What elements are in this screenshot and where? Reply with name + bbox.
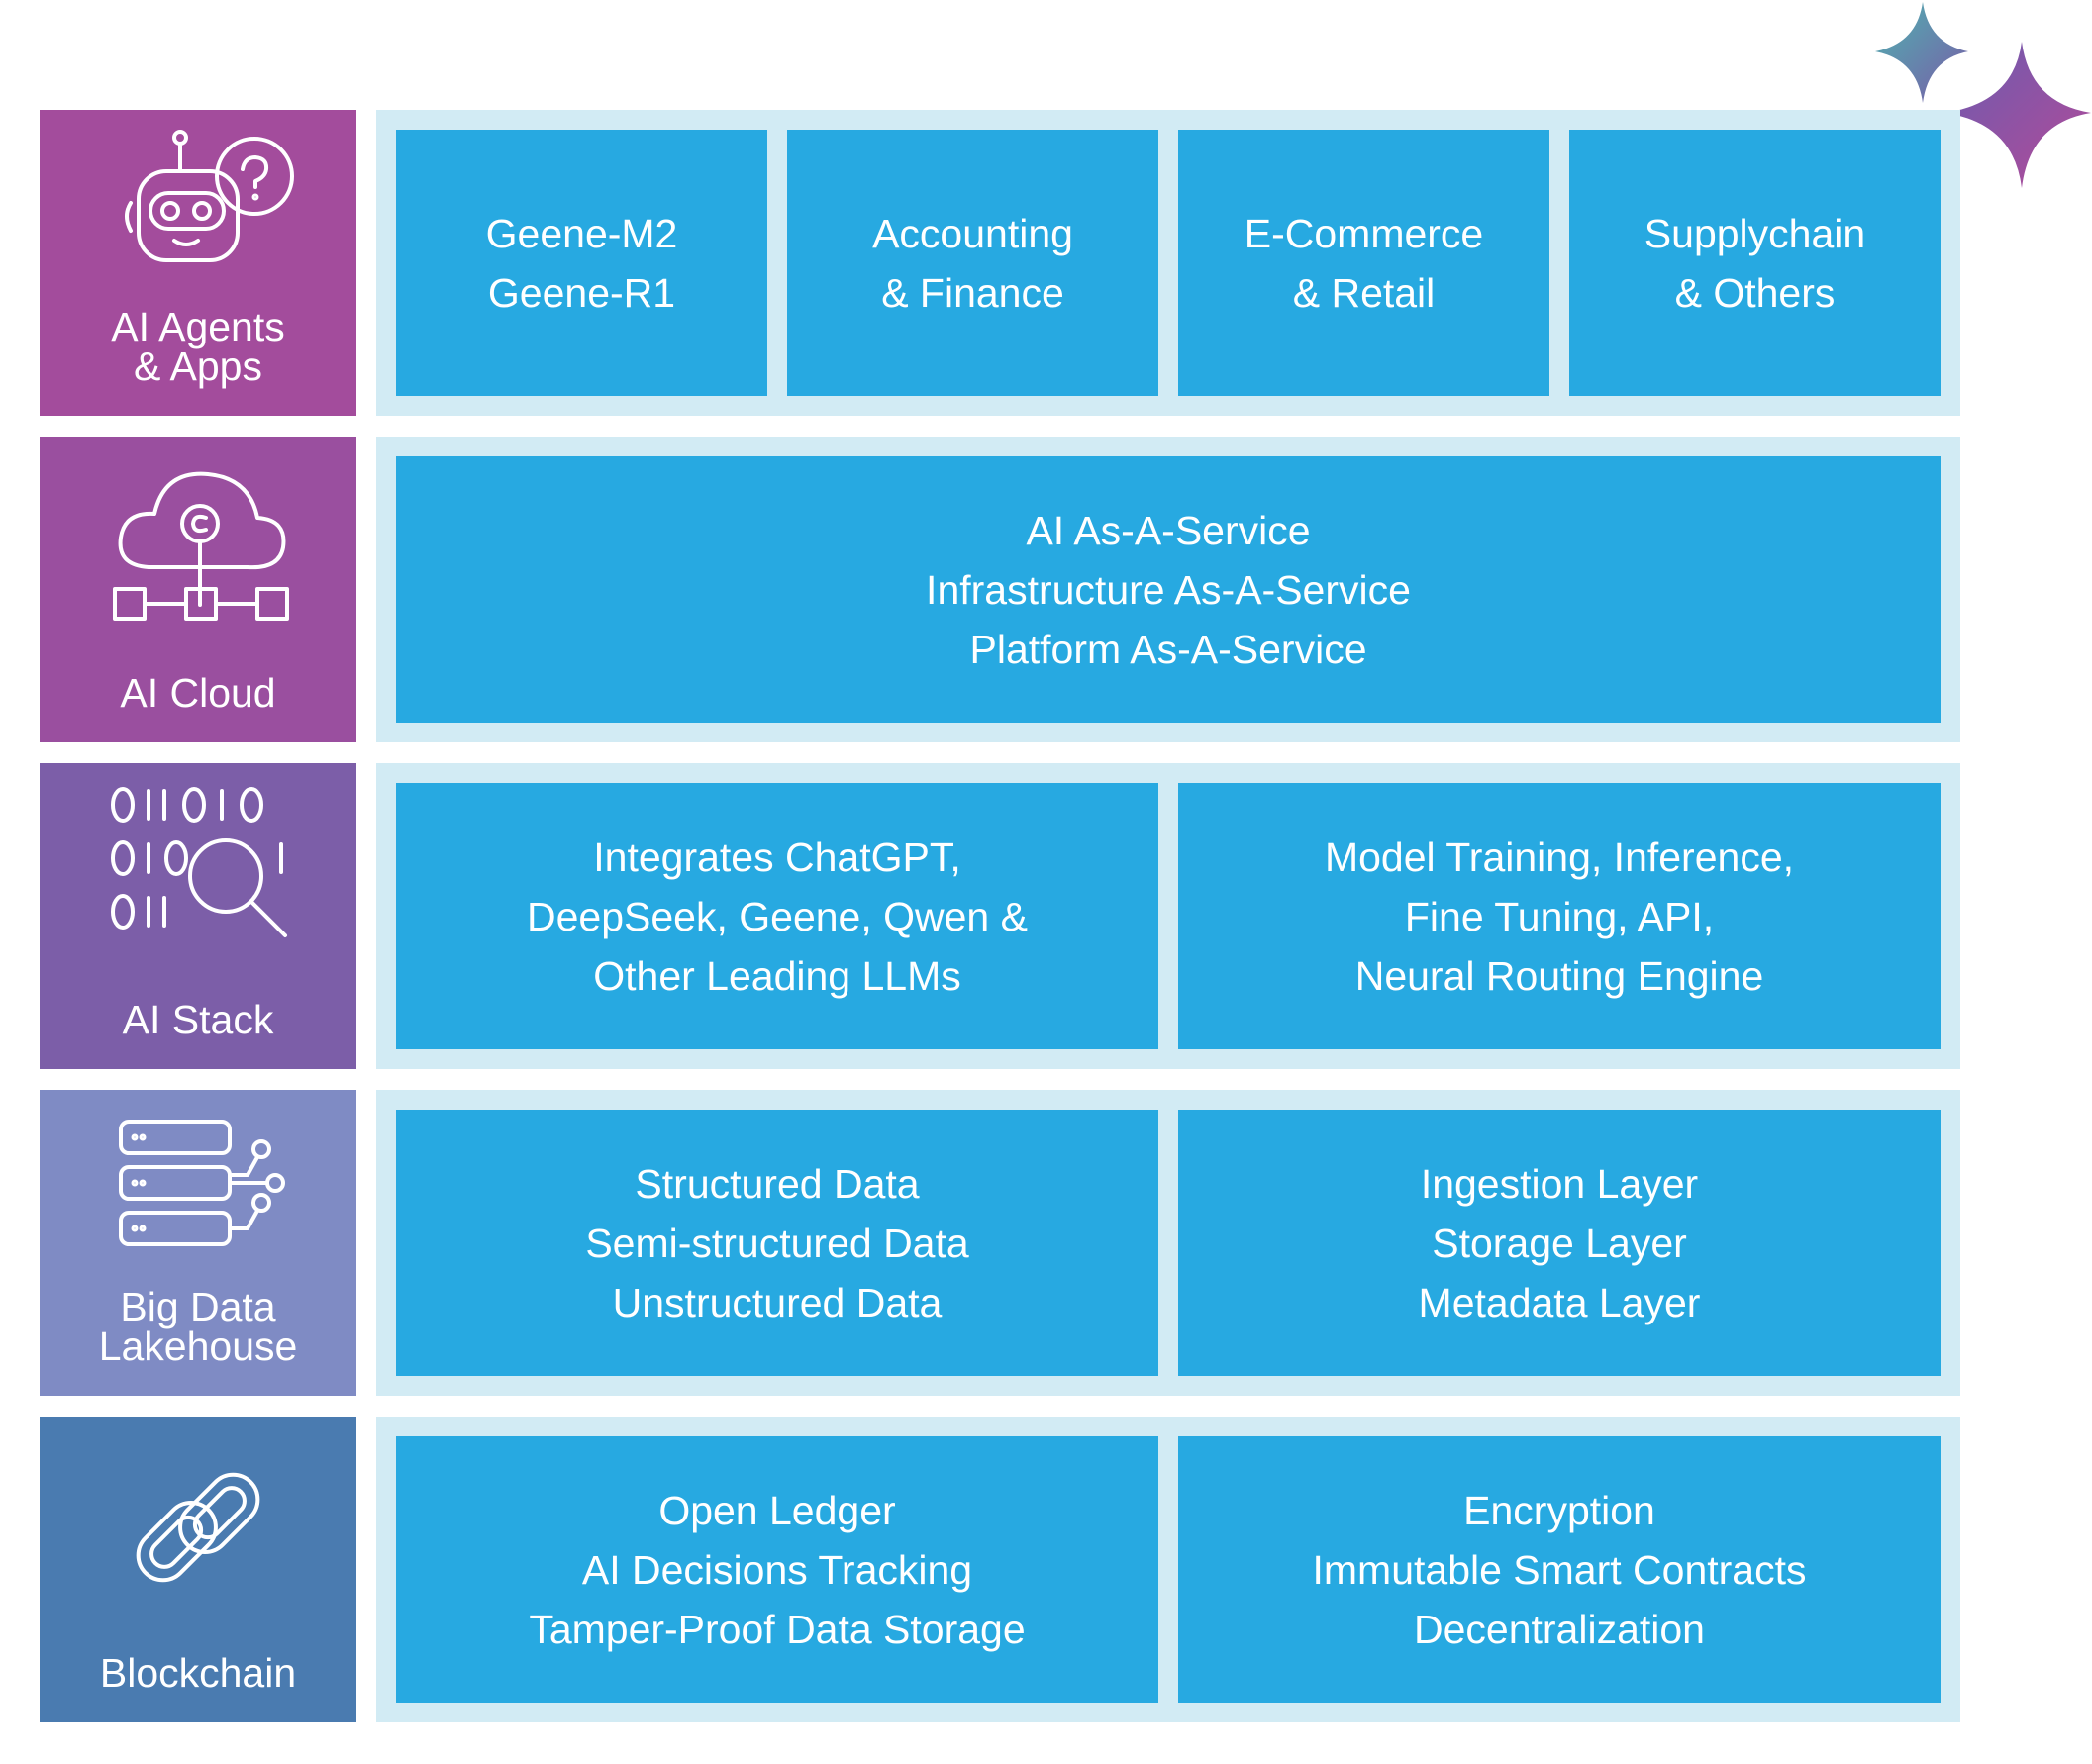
row-label: Blockchain — [40, 1650, 356, 1696]
text-line: Encryption — [1463, 1487, 1655, 1533]
text-line: Metadata Layer — [1418, 1279, 1701, 1325]
text-line: & Apps — [134, 343, 262, 389]
text-line: Storage Layer — [1432, 1220, 1687, 1266]
feature-box: Encryption Immutable Smart Contracts Decen… — [1178, 1436, 1941, 1703]
text-line: Neural Routing Engine — [1354, 952, 1764, 999]
text-line: & Others — [1674, 269, 1836, 316]
text-line: Tamper-Proof Data Storage — [529, 1606, 1026, 1652]
text-line: Decentralization — [1414, 1606, 1705, 1652]
row-label: AI Cloud — [40, 670, 356, 716]
row-label: AI Agents & Apps — [40, 304, 356, 389]
row-label-cell: AI Cloud — [40, 437, 356, 742]
text-line: Unstructured Data — [612, 1279, 943, 1325]
feature-box: Open Ledger AI Decisions Tracking Tamper-P… — [396, 1436, 1158, 1703]
feature-box: AI As-A-Service Infrastructure As-A-Servi… — [396, 456, 1941, 723]
row-label: Big Data Lakehouse — [40, 1284, 356, 1369]
text-line: Semi-structured Data — [585, 1220, 969, 1266]
text-line: Infrastructure As-A-Service — [926, 566, 1411, 613]
feature-box: Integrates ChatGPT, DeepSeek, Geene, Qwen… — [396, 783, 1158, 1049]
text-line: DeepSeek, Geene, Qwen & — [527, 893, 1028, 939]
text-line: Accounting — [872, 210, 1073, 256]
text-line: Geene-M2 — [485, 210, 678, 256]
feature-box: Supplychain & Others — [1569, 130, 1941, 396]
text-line: Platform As-A-Service — [969, 626, 1367, 672]
text-line: AI As-A-Service — [1026, 507, 1311, 553]
text-line: Geene-R1 — [487, 269, 676, 316]
feature-box: Accounting & Finance — [787, 130, 1158, 396]
row-panel: Geene-M2 Geene-R1 Accounting & Finance E-Com… — [376, 110, 1960, 416]
row-panel: Integrates ChatGPT, DeepSeek, Geene, Qwen… — [376, 763, 1960, 1069]
text-line: AI Cloud — [120, 670, 276, 716]
text-line: AI Decisions Tracking — [581, 1546, 973, 1593]
row-panel: Open Ledger AI Decisions Tracking Tamper-P… — [376, 1417, 1960, 1722]
row-label: AI Stack — [40, 997, 356, 1042]
text-line: Supplychain — [1644, 210, 1866, 256]
row-panel: Structured Data Semi-structured Data Unstr… — [376, 1090, 1960, 1396]
text-line: AI Agents — [111, 304, 285, 349]
row-icon — [136, 1472, 260, 1583]
row-icon — [125, 130, 294, 262]
text-line: & Finance — [881, 269, 1064, 316]
feature-box: E-Commerce & Retail — [1178, 130, 1549, 396]
row-label-cell: Blockchain — [40, 1417, 356, 1722]
row-panel: AI As-A-Service Infrastructure As-A-Servi… — [376, 437, 1960, 742]
text-line: Model Training, Inference, — [1324, 833, 1795, 880]
text-line: Lakehouse — [98, 1323, 298, 1369]
row-icon — [111, 787, 287, 937]
row-label-cell: Big Data Lakehouse — [40, 1090, 356, 1396]
feature-box: Geene-M2 Geene-R1 — [396, 130, 767, 396]
text-line: AI Stack — [122, 997, 274, 1042]
row-icon — [113, 471, 289, 621]
row-label-cell: AI Agents & Apps — [40, 110, 356, 416]
text-line: Blockchain — [99, 1650, 297, 1696]
text-line: Other Leading LLMs — [593, 952, 961, 999]
text-line: Structured Data — [635, 1160, 920, 1207]
feature-box: Structured Data Semi-structured Data Unstr… — [396, 1110, 1158, 1376]
feature-box: Ingestion Layer Storage Layer Metadata Lay… — [1178, 1110, 1941, 1376]
text-line: E-Commerce — [1244, 210, 1484, 256]
text-line: Fine Tuning, API, — [1404, 893, 1715, 939]
text-line: Big Data — [120, 1284, 276, 1329]
row-label-cell: AI Stack — [40, 763, 356, 1069]
text-line: & Retail — [1292, 269, 1436, 316]
row-icon — [119, 1120, 285, 1246]
feature-box: Model Training, Inference, Fine Tuning, A… — [1178, 783, 1941, 1049]
text-line: Ingestion Layer — [1420, 1160, 1699, 1207]
text-line: Integrates ChatGPT, — [593, 833, 961, 880]
text-line: Open Ledger — [658, 1487, 896, 1533]
text-line: Immutable Smart Contracts — [1312, 1546, 1807, 1593]
